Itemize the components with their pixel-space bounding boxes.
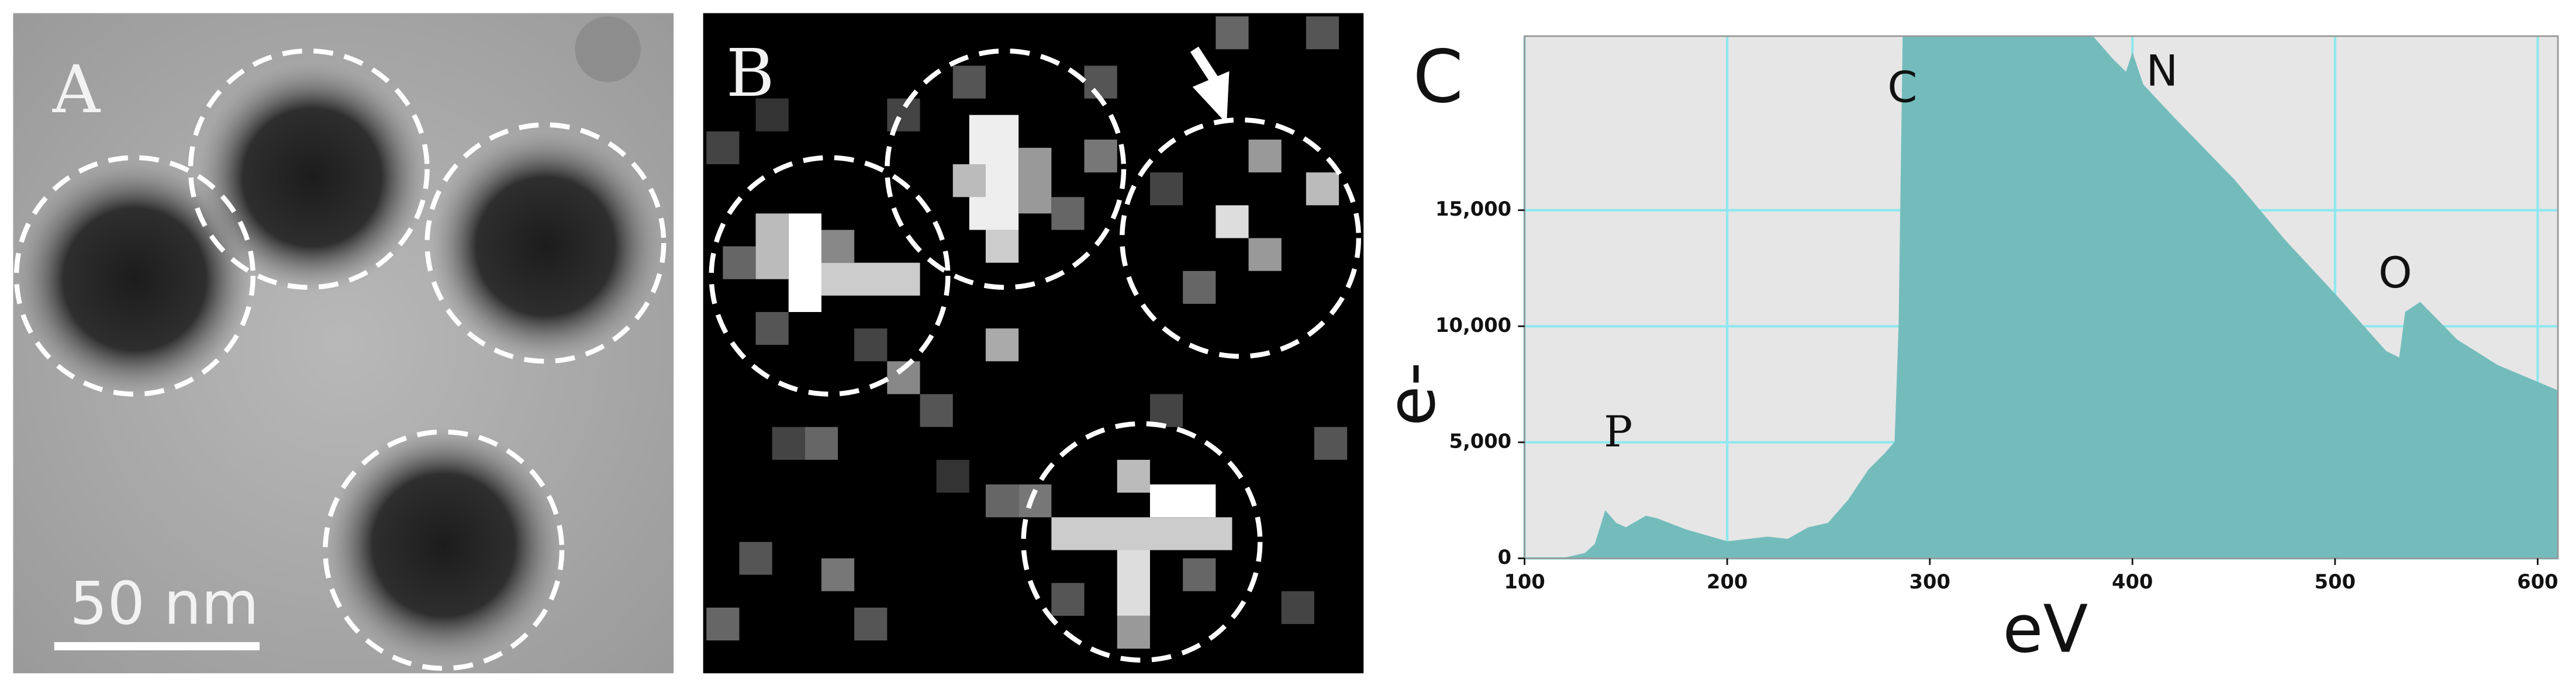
particle (575, 16, 641, 82)
peak-label: C (1887, 63, 1917, 113)
peak-label: O (2378, 248, 2412, 298)
plot-frame (1524, 35, 2559, 559)
y-tick-label: 0 (1498, 546, 1511, 569)
elemental-map (703, 13, 1364, 674)
series (1524, 36, 2558, 559)
y-tick-label: 5,000 (1449, 429, 1512, 452)
particle (430, 131, 661, 362)
particle (16, 161, 253, 398)
x-tick-label: 100 (1504, 570, 1545, 593)
scale-bar (54, 642, 260, 650)
panel-label: A (52, 51, 101, 128)
arrow (1190, 46, 1230, 124)
scale-bar-label: 50 nm (70, 569, 259, 638)
x-tick-label: 200 (1707, 570, 1748, 593)
dashed-circle (709, 155, 951, 397)
dashed-circle (885, 48, 1127, 290)
y-axis-label: e- (1373, 362, 1450, 427)
x-tick-label: 300 (1909, 570, 1950, 593)
x-tick-label: 400 (2112, 570, 2153, 593)
y-tick-label: 15,000 (1435, 197, 1511, 220)
dashed-circle (323, 429, 565, 671)
peak-label: P (1604, 407, 1632, 457)
dashed-circle (424, 122, 667, 364)
pixels (706, 16, 1348, 649)
particle (325, 427, 562, 664)
dashed-circle (188, 48, 430, 290)
particle (197, 62, 427, 293)
panel-b: B (703, 13, 1364, 674)
panel-label: B (726, 35, 775, 112)
panel-a: A 50 nm (13, 13, 674, 674)
dashed-circle (1119, 117, 1362, 359)
dashed-circle (1021, 421, 1263, 663)
panel-label: C (1413, 35, 1463, 119)
dashed-circle (13, 155, 255, 397)
x-tick-label: 500 (2315, 570, 2356, 593)
peak-label: N (2146, 46, 2178, 96)
area (1524, 36, 2558, 559)
x-tick-label: 600 (2517, 570, 2558, 593)
x-axis-label: eV (2002, 591, 2088, 668)
y-tick-label: 10,000 (1435, 314, 1511, 337)
